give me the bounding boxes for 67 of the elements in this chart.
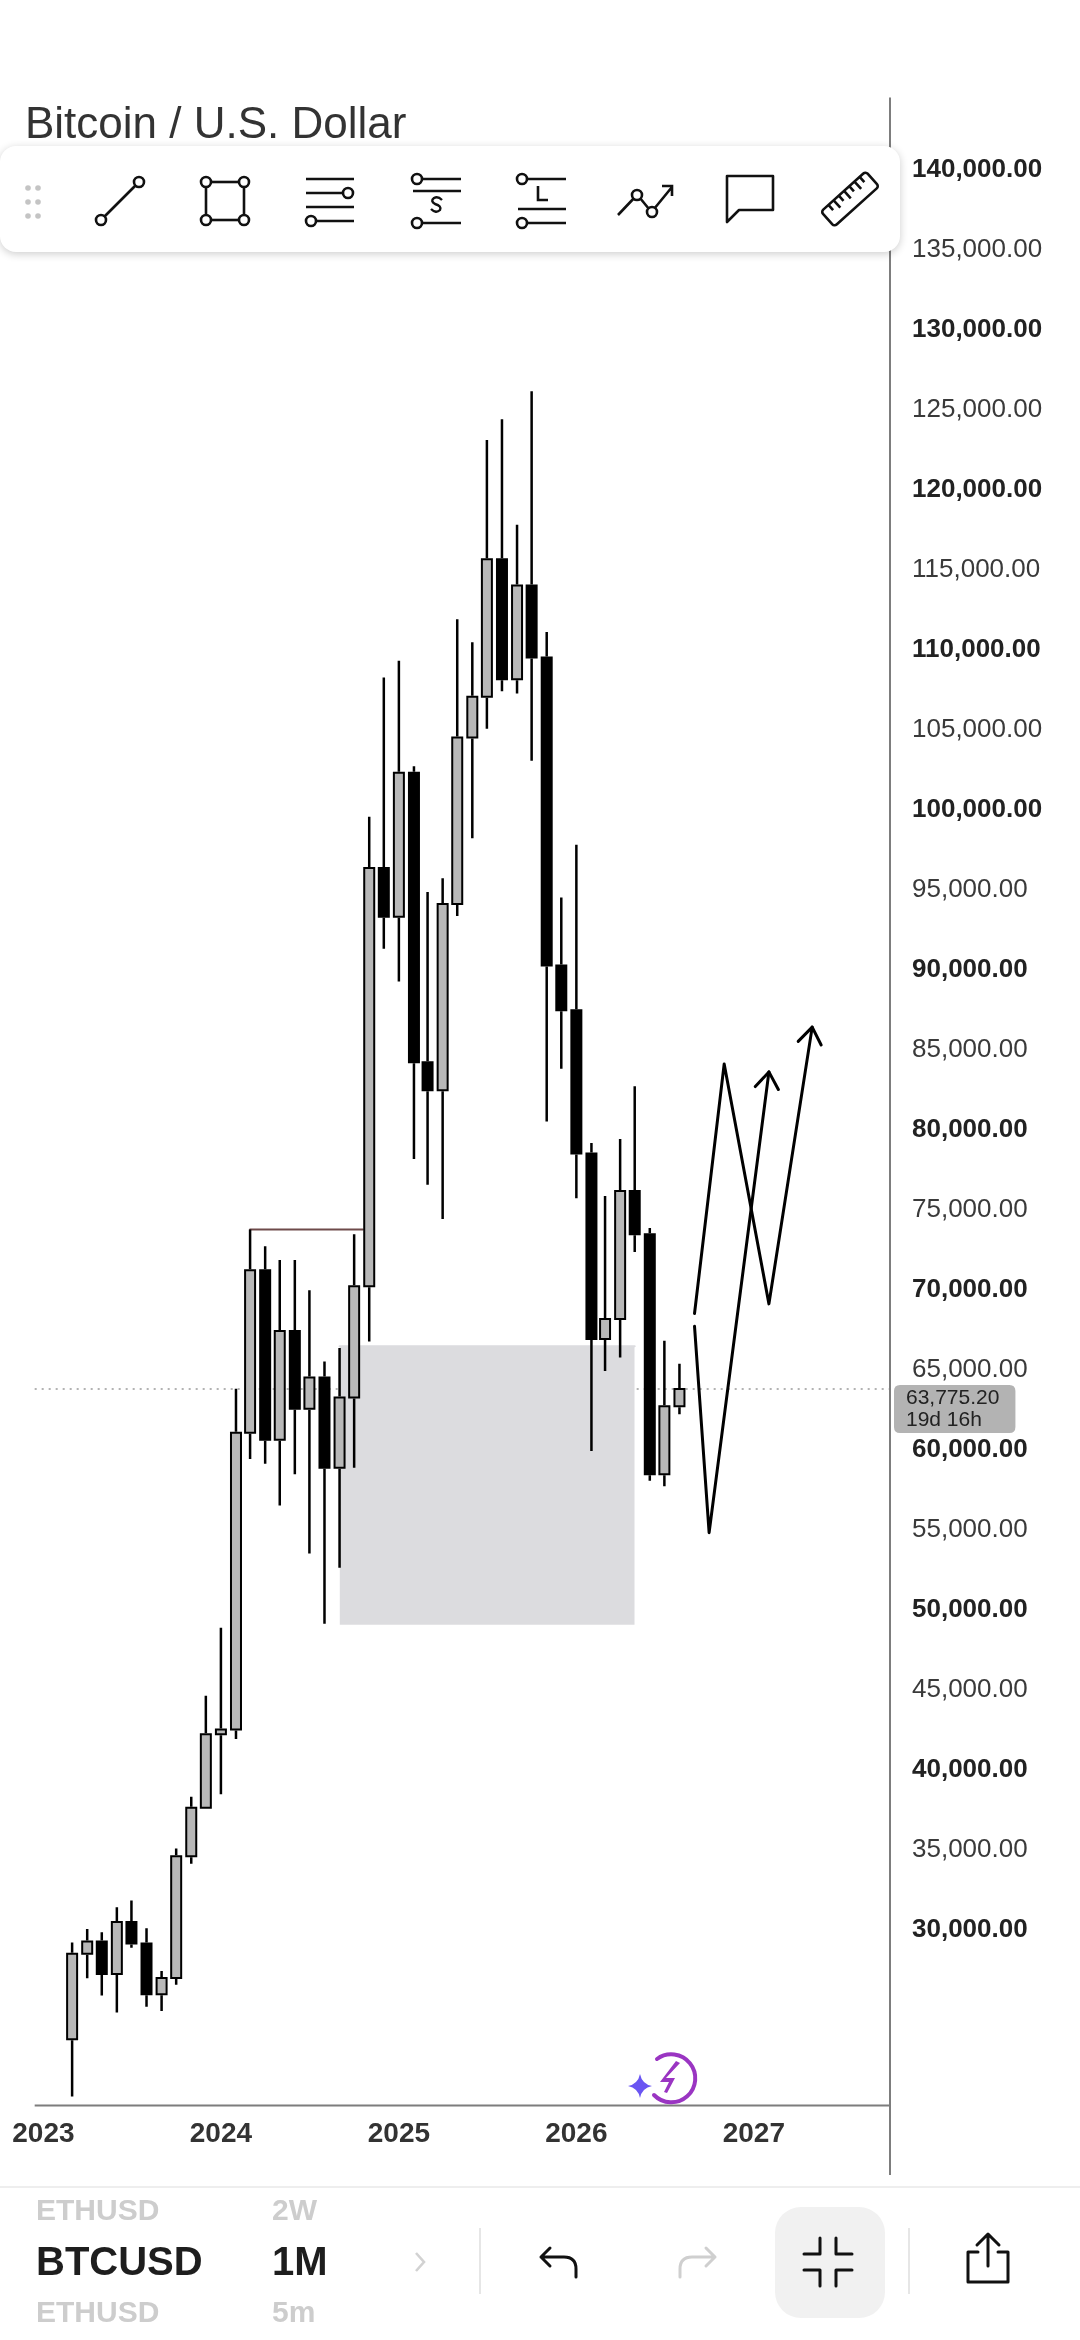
x-tick-label: 2024 [189, 2116, 253, 2148]
y-tick-label: 125,000.00 [912, 392, 1043, 423]
candlestick [421, 890, 434, 1186]
candlestick [628, 1085, 641, 1254]
candlestick [199, 1694, 212, 1809]
y-tick-label: 120,000.00 [912, 472, 1043, 503]
y-tick-label: 90,000.00 [912, 952, 1028, 983]
y-tick-label: 70,000.00 [912, 1272, 1028, 1303]
candlestick [495, 417, 508, 693]
candlestick [392, 659, 405, 983]
candlestick [318, 1360, 331, 1626]
candlestick [540, 630, 553, 1123]
candlestick [377, 676, 390, 950]
candlestick [66, 1941, 79, 2098]
candlestick [185, 1795, 198, 1866]
candlestick [480, 438, 493, 730]
text: 1M [272, 2239, 328, 2283]
candlestick [363, 815, 376, 1343]
candlestick [348, 1233, 361, 1470]
candlestick [511, 523, 524, 695]
y-tick-label: 135,000.00 [912, 232, 1043, 263]
candlestick [570, 843, 583, 1200]
candlestick [110, 1905, 123, 2014]
candlestick [214, 1626, 227, 1796]
candlestick [259, 1245, 272, 1466]
candlestick [288, 1258, 301, 1476]
y-tick-label: 65,000.00 [912, 1352, 1028, 1383]
ref-line-label: 63,775.20 [906, 1384, 1000, 1408]
candlestick [614, 1137, 627, 1359]
candlestick [436, 877, 449, 1221]
x-tick-label: 2026 [545, 2116, 608, 2148]
y-tick-label: 75,000.00 [912, 1192, 1028, 1223]
candlestick [407, 765, 420, 1161]
y-tick-label: 85,000.00 [912, 1032, 1028, 1063]
candlestick [599, 1194, 612, 1373]
candlestick [466, 641, 479, 840]
candlestick [585, 1141, 598, 1453]
candlestick [140, 1926, 153, 2009]
candlestick [451, 617, 464, 918]
text: 19d 16h [906, 1406, 982, 1430]
y-tick-label: 115,000.00 [912, 552, 1041, 583]
x-tick-label: 2025 [367, 2116, 431, 2148]
candlestick [81, 1927, 94, 1980]
x-tick-label: 2023 [12, 2116, 75, 2148]
y-tick-label: 55,000.00 [912, 1512, 1028, 1543]
y-tick-label: 95,000.00 [912, 872, 1028, 903]
y-tick-label: 45,000.00 [912, 1672, 1028, 1703]
y-tick-label: 50,000.00 [912, 1592, 1028, 1623]
candlestick [555, 896, 568, 1070]
y-tick-label: 130,000.00 [912, 312, 1043, 343]
x-tick-label: 2027 [722, 2116, 785, 2148]
y-tick-label: 30,000.00 [912, 1912, 1028, 1943]
y-tick-label: 140,000.00 [912, 152, 1043, 183]
candlestick [244, 1228, 257, 1461]
candlestick [95, 1931, 108, 1997]
y-tick-label: 60,000.00 [912, 1432, 1028, 1463]
text: BTCUSD [36, 2238, 204, 2285]
candlestick [155, 1969, 168, 2013]
chart-title: Bitcoin / U.S. Dollar [25, 98, 407, 148]
y-tick-label: 110,000.00 [912, 632, 1041, 663]
candlestick [125, 1899, 138, 1949]
candlestick [525, 389, 538, 762]
y-tick-label: 35,000.00 [912, 1832, 1028, 1863]
y-tick-label: 105,000.00 [912, 712, 1043, 743]
y-tick-label: 80,000.00 [912, 1112, 1028, 1143]
y-tick-label: 100,000.00 [912, 792, 1043, 823]
y-tick-label: 40,000.00 [912, 1752, 1028, 1783]
